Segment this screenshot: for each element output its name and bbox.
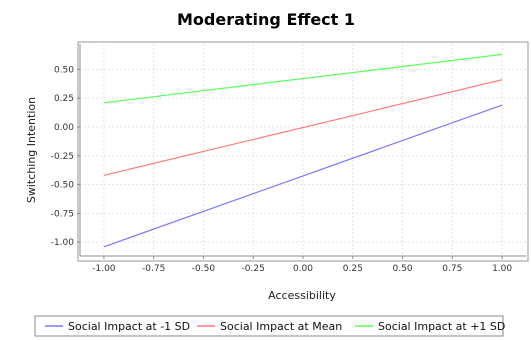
y-tick-label: 0.00: [54, 123, 74, 133]
x-tick-label: 0.00: [293, 264, 313, 274]
x-ticks-layer: -1.00 -0.75 -0.50 -0.25 0.00 0.25 0.50 0.75 1.00: [92, 256, 512, 274]
legend-label-3: Social Impact at +1 SD: [378, 320, 505, 333]
x-tick-label: -1.00: [92, 264, 116, 274]
y-tick-label: 0.50: [54, 65, 74, 75]
x-tick-label: 0.25: [343, 264, 363, 274]
x-tick-label: -0.50: [192, 264, 216, 274]
y-axis-title: Switching Intention: [25, 97, 38, 203]
series-line-3: [103, 53, 503, 104]
legend: Social Impact at -1 SD Social Impact at M…: [34, 315, 505, 337]
y-tick-label: -1.00: [51, 238, 75, 248]
x-tick-label: -0.25: [242, 264, 265, 274]
legend-label-2: Social Impact at Mean: [220, 320, 342, 333]
y-tick-label: -0.75: [51, 209, 74, 219]
y-ticks-layer: 0.50 0.25 0.00 -0.25 -0.50 -0.75 -1.00: [51, 65, 80, 248]
y-tick-label: 0.25: [54, 94, 74, 104]
x-tick-label: -0.75: [142, 264, 165, 274]
x-tick-label: 0.75: [442, 264, 462, 274]
chart-title: Moderating Effect 1: [177, 10, 355, 29]
x-axis-title: Accessibility: [268, 289, 336, 302]
series-line-1: [103, 104, 503, 248]
x-tick-label: 1.00: [492, 264, 512, 274]
legend-label-1: Social Impact at -1 SD: [68, 320, 190, 333]
x-tick-label: 0.50: [393, 264, 413, 274]
y-tick-label: -0.25: [51, 152, 74, 162]
grid-layer: [80, 44, 526, 256]
y-tick-label: -0.50: [51, 181, 75, 191]
series-line-2: [103, 79, 503, 176]
legend-box: [34, 315, 504, 337]
series-layer: [103, 53, 503, 248]
